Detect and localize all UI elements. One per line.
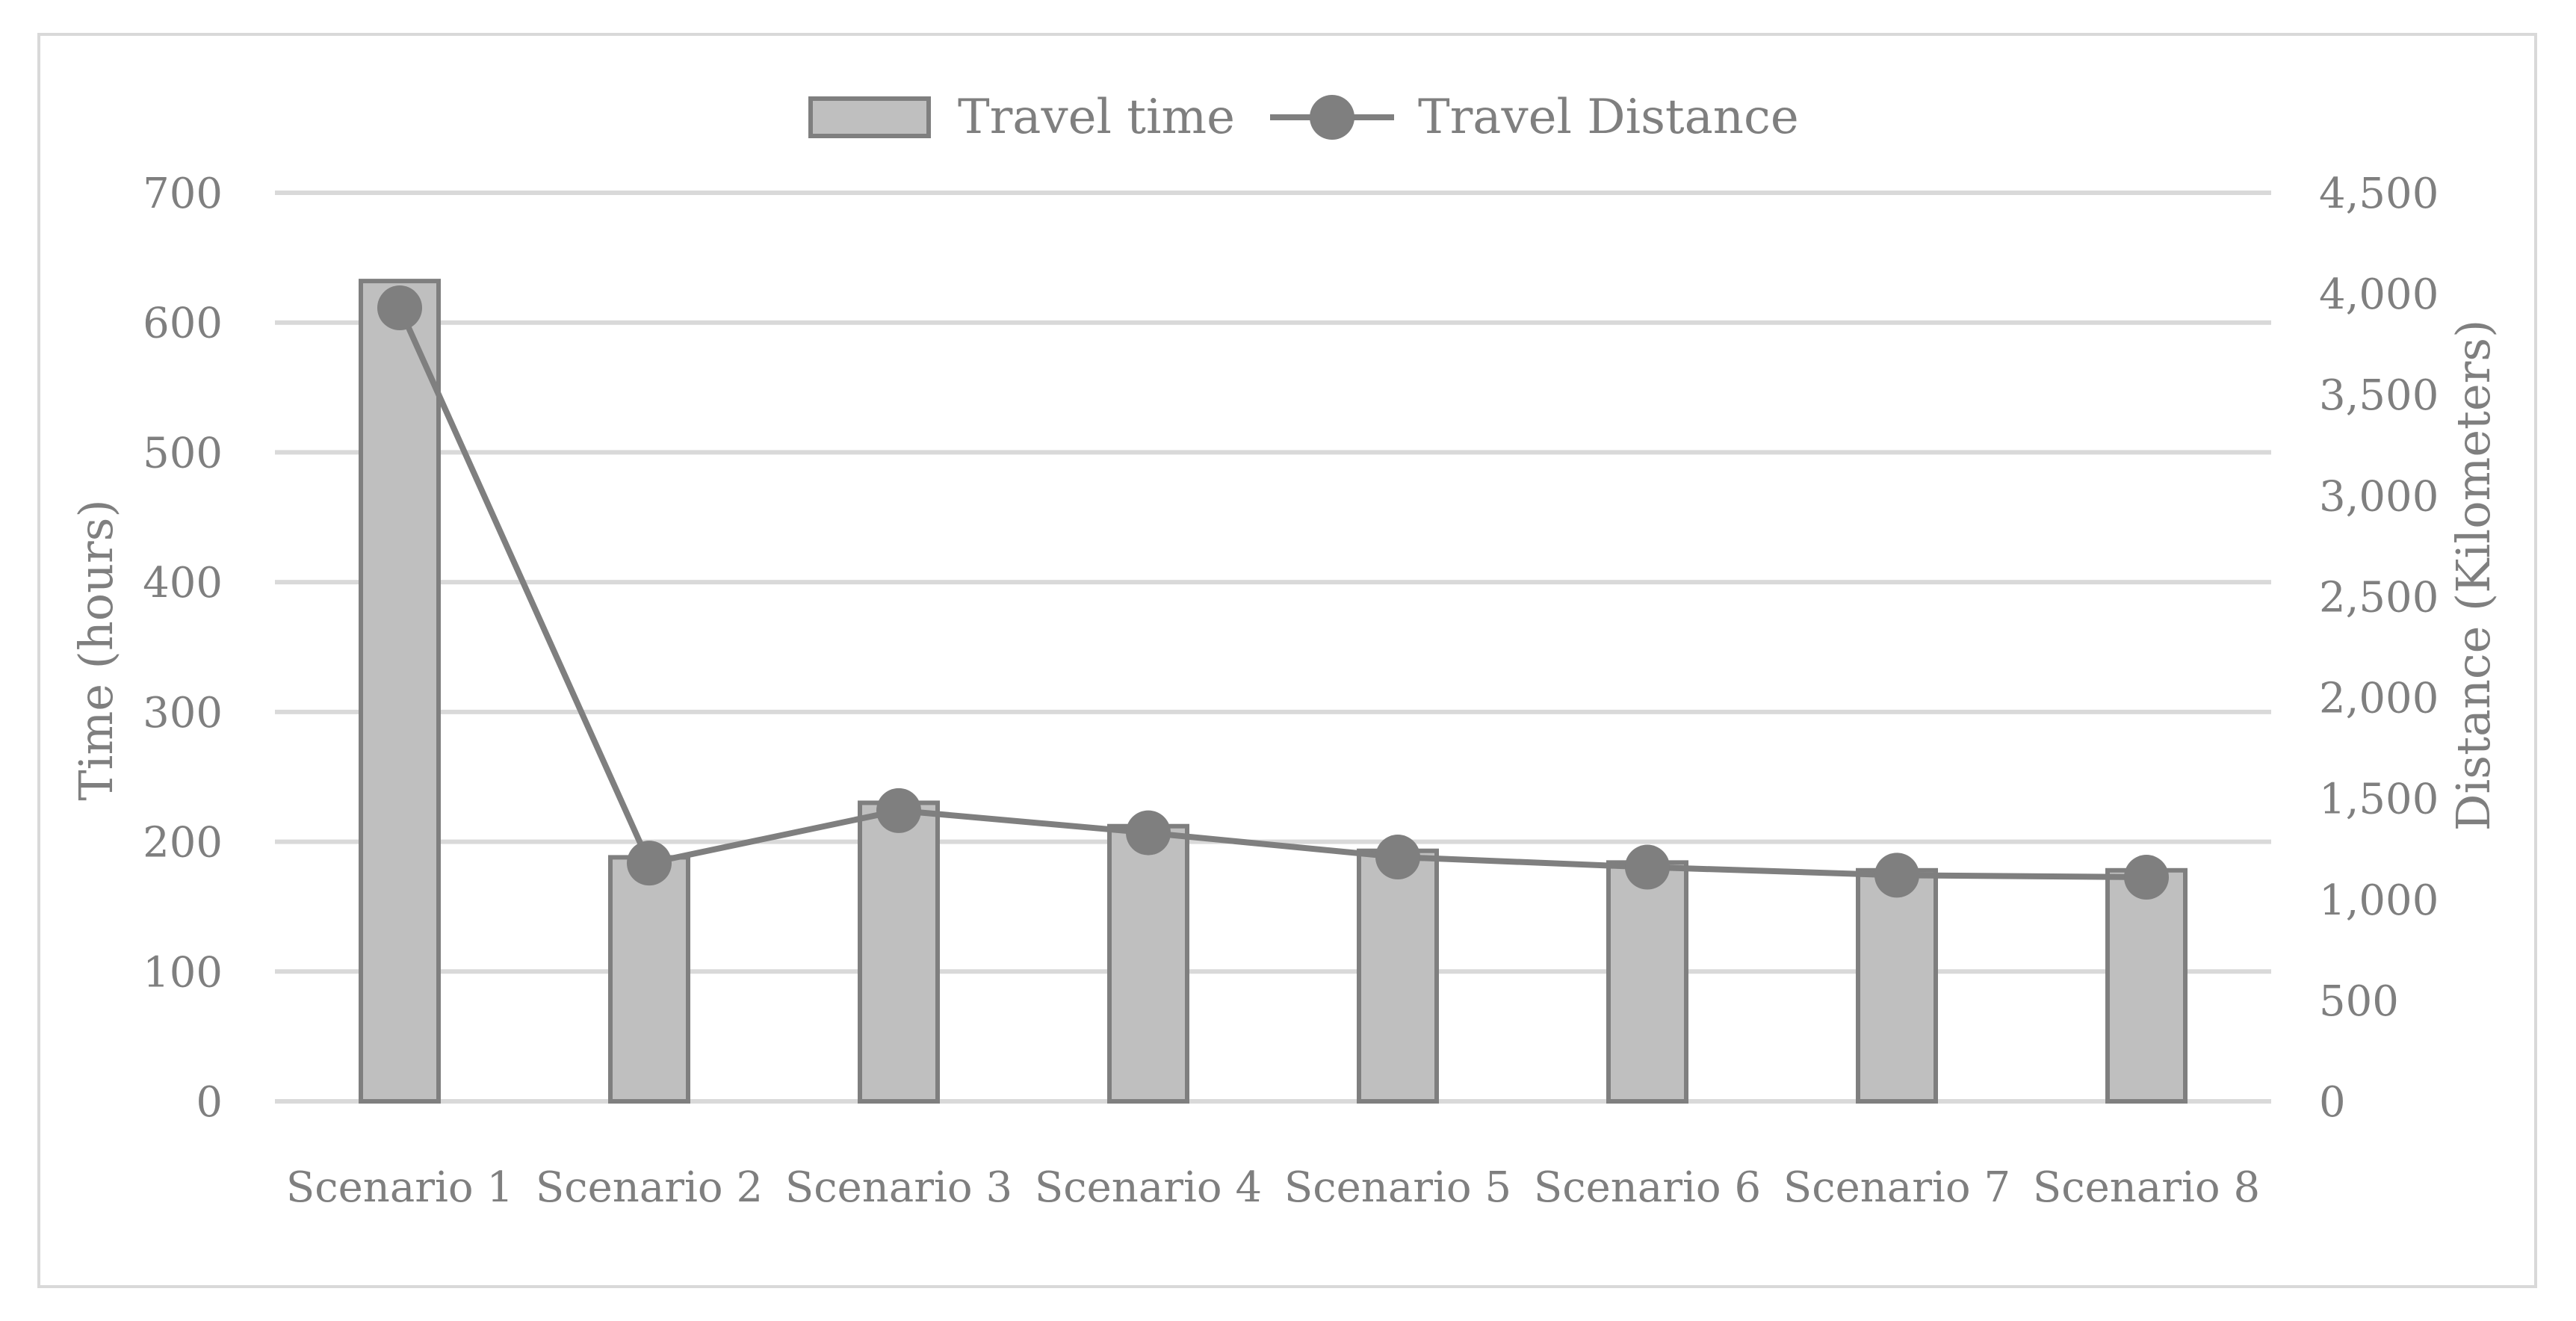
left-axis-tick-label: 100 [143,948,223,997]
left-axis-tick-label: 500 [143,429,223,477]
x-axis-tick-label: Scenario 3 [785,1163,1012,1212]
legend-marker-travel-distance [1310,95,1354,140]
right-axis-tick-label: 3,500 [2319,371,2439,420]
bar [1107,823,1189,1104]
x-axis-tick-label: Scenario 8 [2033,1163,2260,1212]
bar-series-travel-time [359,279,2188,1104]
right-axis-tick-label: 1,500 [2319,776,2439,824]
legend-label-travel-distance: Travel Distance [1418,90,1799,145]
line-point [377,285,422,331]
right-axis-tick-label: 2,500 [2319,573,2439,622]
bar [1357,848,1439,1104]
bar [608,855,690,1104]
line-point [627,841,672,886]
legend-label-travel-time: Travel time [958,90,1235,145]
bar [1856,867,1938,1104]
line-point [1375,835,1420,880]
bar [359,279,441,1104]
line-point [876,788,921,833]
bar [2105,867,2188,1104]
right-axis-ticks: 0 500 1,000 1,500 2,000 2,500 3,000 3,500 4,000 4… [2319,170,2439,1127]
right-axis-tick-label: 4,500 [2319,170,2439,218]
line-point [1625,844,1670,890]
series-line [397,306,2147,881]
left-axis-tick-label: 400 [143,559,223,607]
line-series-travel-distance [377,285,2169,900]
right-axis-tick-label: 4,000 [2319,270,2439,319]
right-axis-tick-label: 3,000 [2319,472,2439,521]
left-axis-tick-label: 200 [143,819,223,867]
left-axis-title: Time (hours) [69,499,123,800]
right-axis-tick-label: 1,000 [2319,876,2439,925]
x-axis-tick-label: Scenario 4 [1035,1163,1262,1212]
left-axis-tick-label: 300 [143,689,223,737]
legend: Travel time Travel Distance [808,90,1799,145]
right-axis-title: Distance (Kilometers) [2446,320,2501,832]
x-axis-tick-label: Scenario 2 [536,1163,763,1212]
line-point [2124,855,2169,900]
right-axis-tick-label: 2,000 [2319,675,2439,723]
right-axis-tick-label: 0 [2319,1078,2346,1127]
legend-swatch-travel-time [808,96,931,138]
left-axis-tick-label: 600 [143,300,223,348]
left-axis-ticks: 0 100 200 300 400 500 600 700 [143,170,223,1127]
x-axis-ticks: Scenario 1 Scenario 2 Scenario 3 Scenario 4… [286,1163,2260,1212]
line-point [1126,810,1171,856]
x-axis-tick-label: Scenario 6 [1534,1163,1761,1212]
x-axis-tick-label: Scenario 1 [286,1163,513,1212]
line-point [1874,853,1919,898]
left-axis-tick-label: 0 [196,1078,223,1127]
x-axis-tick-label: Scenario 7 [1783,1163,2010,1212]
bar [1606,860,1688,1104]
right-axis-tick-label: 500 [2319,977,2399,1026]
left-axis-tick-label: 700 [143,170,223,218]
bar [858,800,940,1104]
x-axis-tick-label: Scenario 5 [1284,1163,1511,1212]
gridlines [275,191,2271,1104]
